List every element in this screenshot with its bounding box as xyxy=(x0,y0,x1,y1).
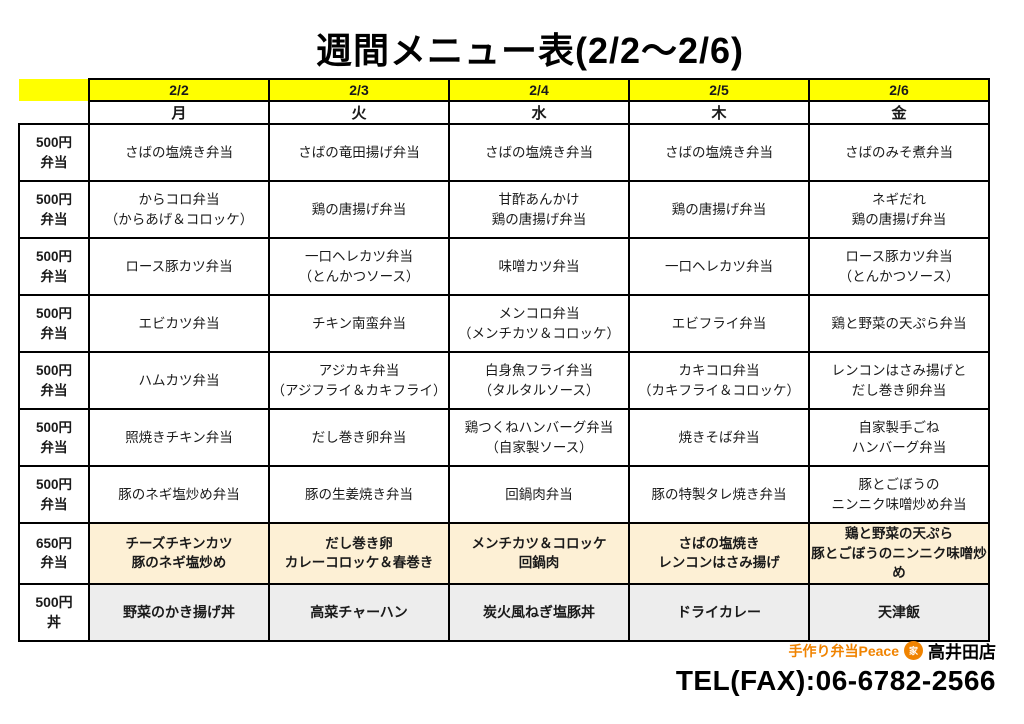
menu-cell: 焼きそば弁当 xyxy=(628,408,810,467)
price-label: 500円 丼 xyxy=(18,582,90,642)
menu-row-500-6: 500円 弁当 照焼きチキン弁当 だし巻き卵弁当 鶏つくねハンバーグ弁当 （自家… xyxy=(18,408,990,467)
page-title: 週間メニュー表(2/2～2/6) xyxy=(315,30,745,71)
menu-row-650: 650円 弁当 チーズチキンカツ 豚のネギ塩炒め だし巻き卵 カレーコロッケ＆春… xyxy=(18,522,990,585)
price-label: 500円 弁当 xyxy=(18,294,90,353)
date-header-row: 2/2 2/3 2/4 2/5 2/6 xyxy=(19,78,990,102)
day-header: 火 xyxy=(268,100,450,125)
shop-logo: 手作り弁当Peace xyxy=(788,642,899,659)
corner-cell xyxy=(19,79,89,101)
day-header: 水 xyxy=(448,100,630,125)
menu-cell: エビフライ弁当 xyxy=(628,294,810,353)
menu-cell: ロース豚カツ弁当 （とんかつソース） xyxy=(808,237,990,296)
menu-cell: アジカキ弁当 （アジフライ＆カキフライ） xyxy=(268,351,450,410)
menu-cell: 高菜チャーハン xyxy=(268,582,450,642)
footer: 手作り弁当Peace 家 高井田店 TEL(FAX):06-6782-2566 xyxy=(676,638,996,697)
price-label: 500円 弁当 xyxy=(18,465,90,524)
menu-cell: だし巻き卵 カレーコロッケ＆春巻き xyxy=(268,522,450,585)
menu-cell: チーズチキンカツ 豚のネギ塩炒め xyxy=(88,522,270,585)
menu-row-500-4: 500円 弁当 エビカツ弁当 チキン南蛮弁当 メンコロ弁当 （メンチカツ＆コロッ… xyxy=(18,294,990,353)
menu-cell: 炭火風ねぎ塩豚丼 xyxy=(448,582,630,642)
day-header-row: 月 火 水 木 金 xyxy=(19,100,990,125)
price-label: 500円 弁当 xyxy=(18,351,90,410)
menu-row-don: 500円 丼 野菜のかき揚げ丼 高菜チャーハン 炭火風ねぎ塩豚丼 ドライカレー … xyxy=(18,582,990,642)
menu-cell: 天津飯 xyxy=(808,582,990,642)
shop-logo-badge-icon: 家 xyxy=(904,641,923,660)
menu-cell: 味噌カツ弁当 xyxy=(448,237,630,296)
menu-cell: 豚のネギ塩炒め弁当 xyxy=(88,465,270,524)
menu-cell: さばの塩焼き弁当 xyxy=(628,123,810,182)
menu-cell: 野菜のかき揚げ丼 xyxy=(88,582,270,642)
menu-cell: レンコンはさみ揚げと だし巻き卵弁当 xyxy=(808,351,990,410)
menu-cell: 鶏の唐揚げ弁当 xyxy=(628,180,810,239)
menu-cell: 自家製手ごね ハンバーグ弁当 xyxy=(808,408,990,467)
date-header: 2/4 xyxy=(448,78,630,102)
menu-cell: 照焼きチキン弁当 xyxy=(88,408,270,467)
price-label: 500円 弁当 xyxy=(18,408,90,467)
menu-cell: 鶏と野菜の天ぷら弁当 xyxy=(808,294,990,353)
menu-cell: 豚とごぼうの ニンニク味噌炒め弁当 xyxy=(808,465,990,524)
menu-cell: からコロ弁当 （からあげ＆コロッケ） xyxy=(88,180,270,239)
day-header: 木 xyxy=(628,100,810,125)
menu-cell: 豚の特製タレ焼き弁当 xyxy=(628,465,810,524)
menu-cell: 一口ヘレカツ弁当 xyxy=(628,237,810,296)
price-label: 500円 弁当 xyxy=(18,123,90,182)
menu-cell: ハムカツ弁当 xyxy=(88,351,270,410)
menu-row-500-2: 500円 弁当 からコロ弁当 （からあげ＆コロッケ） 鶏の唐揚げ弁当 甘酢あんか… xyxy=(18,180,990,239)
menu-cell: さばの塩焼き弁当 xyxy=(448,123,630,182)
menu-cell: さばの竜田揚げ弁当 xyxy=(268,123,450,182)
corner-cell xyxy=(19,101,89,124)
menu-cell: カキコロ弁当 （カキフライ＆コロッケ） xyxy=(628,351,810,410)
menu-cell: 鶏と野菜の天ぷら 豚とごぼうのニンニク味噌炒め xyxy=(808,522,990,585)
menu-row-500-3: 500円 弁当 ロース豚カツ弁当 一口ヘレカツ弁当 （とんかつソース） 味噌カツ… xyxy=(18,237,990,296)
price-label: 500円 弁当 xyxy=(18,180,90,239)
price-label: 650円 弁当 xyxy=(18,522,90,585)
menu-cell: 豚の生姜焼き弁当 xyxy=(268,465,450,524)
price-label: 500円 弁当 xyxy=(18,237,90,296)
menu-cell: さばの塩焼き弁当 xyxy=(88,123,270,182)
menu-cell: 回鍋肉弁当 xyxy=(448,465,630,524)
day-header: 金 xyxy=(808,100,990,125)
date-header: 2/6 xyxy=(808,78,990,102)
menu-cell: 白身魚フライ弁当 （タルタルソース） xyxy=(448,351,630,410)
menu-cell: 一口ヘレカツ弁当 （とんかつソース） xyxy=(268,237,450,296)
menu-cell: メンコロ弁当 （メンチカツ＆コロッケ） xyxy=(448,294,630,353)
menu-cell: 鶏の唐揚げ弁当 xyxy=(268,180,450,239)
weekly-menu-table: 2/2 2/3 2/4 2/5 2/6 月 火 水 木 金 500円 弁当 さば… xyxy=(18,78,990,642)
menu-cell: ネギだれ 鶏の唐揚げ弁当 xyxy=(808,180,990,239)
date-header: 2/2 xyxy=(88,78,270,102)
phone-number: TEL(FAX):06-6782-2566 xyxy=(675,665,996,696)
menu-cell: ロース豚カツ弁当 xyxy=(88,237,270,296)
date-header: 2/3 xyxy=(268,78,450,102)
menu-cell: さばのみそ煮弁当 xyxy=(808,123,990,182)
menu-cell: さばの塩焼き レンコンはさみ揚げ xyxy=(628,522,810,585)
menu-cell: メンチカツ＆コロッケ 回鍋肉 xyxy=(448,522,630,585)
menu-cell: チキン南蛮弁当 xyxy=(268,294,450,353)
menu-cell: 甘酢あんかけ 鶏の唐揚げ弁当 xyxy=(448,180,630,239)
day-header: 月 xyxy=(88,100,270,125)
menu-cell: ドライカレー xyxy=(628,582,810,642)
shop-branch-name: 高井田店 xyxy=(928,643,996,662)
shop-line: 手作り弁当Peace 家 高井田店 xyxy=(676,638,996,663)
date-header: 2/5 xyxy=(628,78,810,102)
menu-cell: 鶏つくねハンバーグ弁当 （自家製ソース） xyxy=(448,408,630,467)
menu-cell: エビカツ弁当 xyxy=(88,294,270,353)
menu-row-500-1: 500円 弁当 さばの塩焼き弁当 さばの竜田揚げ弁当 さばの塩焼き弁当 さばの塩… xyxy=(18,123,990,182)
menu-row-500-7: 500円 弁当 豚のネギ塩炒め弁当 豚の生姜焼き弁当 回鍋肉弁当 豚の特製タレ焼… xyxy=(18,465,990,524)
menu-row-500-5: 500円 弁当 ハムカツ弁当 アジカキ弁当 （アジフライ＆カキフライ） 白身魚フ… xyxy=(18,351,990,410)
menu-cell: だし巻き卵弁当 xyxy=(268,408,450,467)
